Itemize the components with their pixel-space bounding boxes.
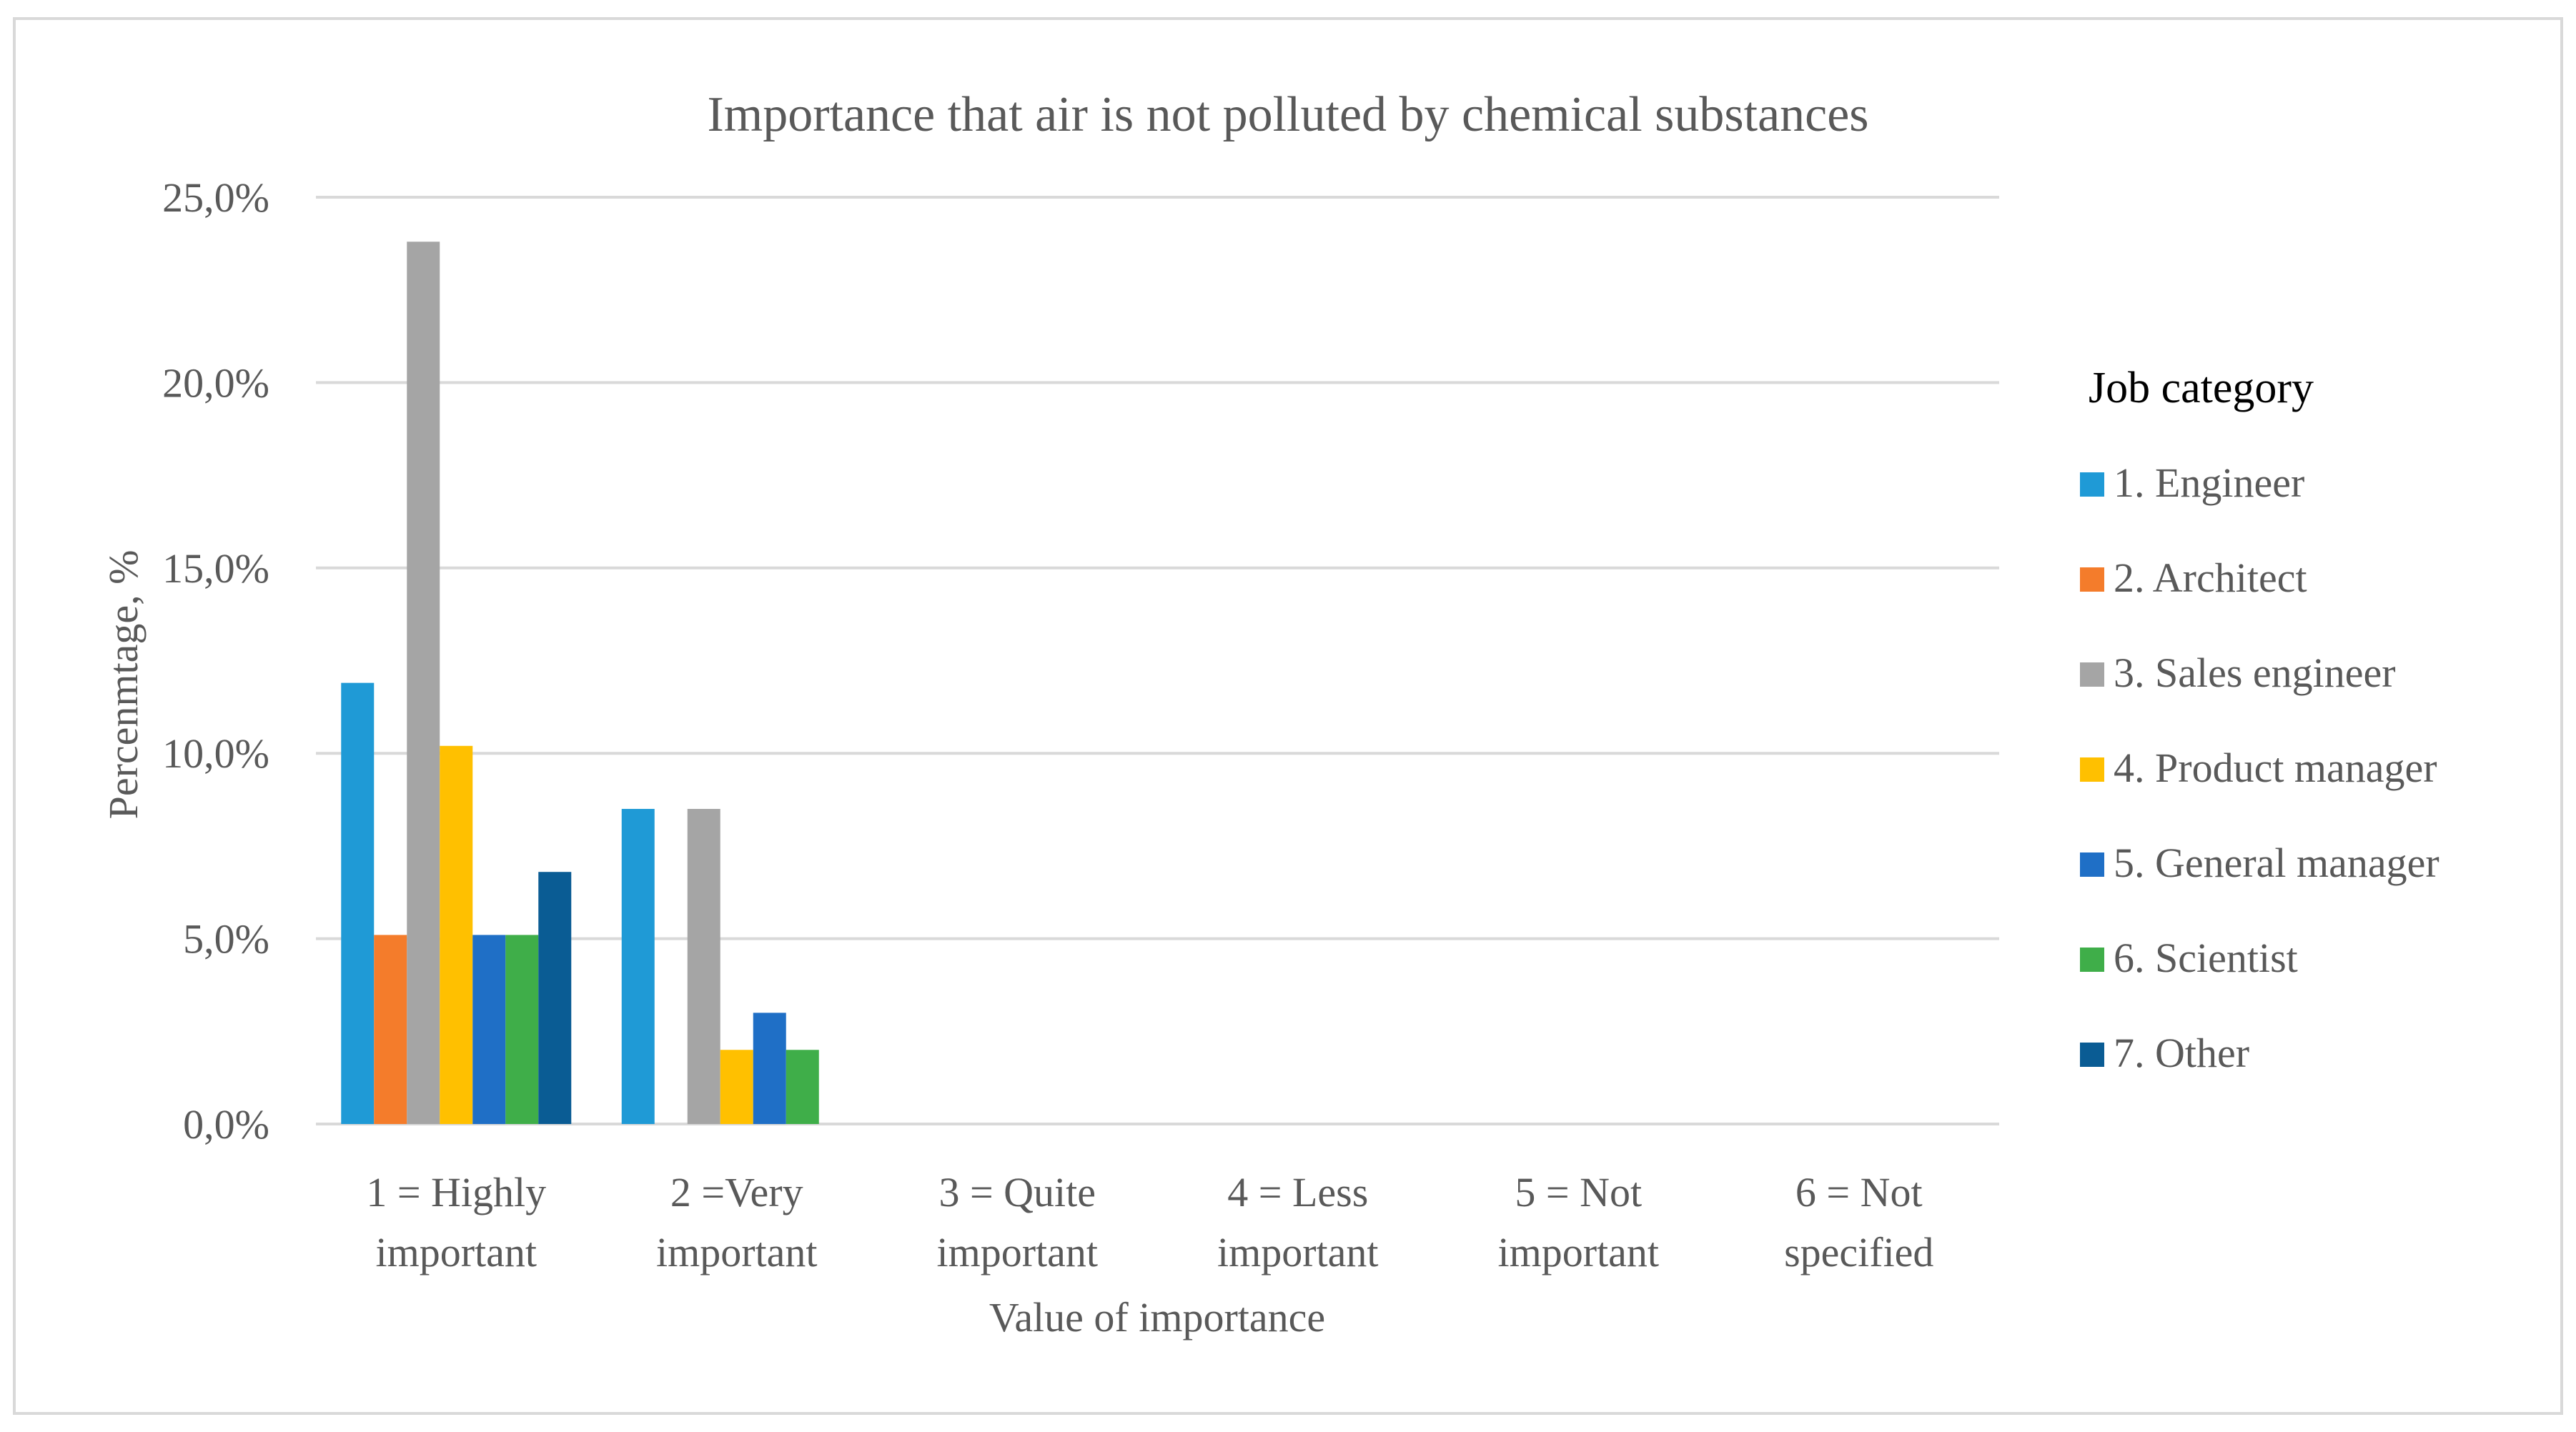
bar: [407, 242, 440, 1125]
legend: Job category 1. Engineer 2. Architect 3. S…: [2080, 364, 2439, 1076]
x-axis-title: Value of importance: [989, 1294, 1325, 1341]
x-tick-labels: 1 = Highly important 2 =Very important 3 = Q…: [366, 1169, 1933, 1276]
bars: [341, 242, 819, 1125]
legend-swatch: [2080, 472, 2104, 497]
y-tick-label: 25,0%: [162, 174, 269, 221]
chart-svg: Importance that air is not polluted by c…: [100, 87, 2439, 1341]
bar: [440, 745, 473, 1124]
bar: [472, 935, 506, 1124]
legend-label: 3. Sales engineer: [2114, 650, 2396, 696]
bar: [505, 935, 539, 1124]
y-tick-label: 15,0%: [162, 545, 269, 592]
x-tick-label: important: [1497, 1229, 1659, 1276]
legend-swatch: [2080, 757, 2104, 782]
y-axis-title: Percenmtage, %: [100, 550, 147, 820]
x-tick-label: important: [1217, 1229, 1379, 1276]
x-tick-label: 1 = Highly: [366, 1169, 546, 1215]
y-tick-labels: 0,0% 5,0% 10,0% 15,0% 20,0% 25,0%: [162, 174, 269, 1148]
y-tick-label: 0,0%: [183, 1101, 269, 1148]
legend-label: 4. Product manager: [2114, 745, 2437, 791]
legend-swatch: [2080, 1043, 2104, 1067]
bar: [753, 1013, 786, 1124]
bar: [621, 809, 655, 1124]
bar: [720, 1050, 753, 1124]
bar: [786, 1050, 819, 1124]
legend-swatch: [2080, 852, 2104, 877]
y-tick-label: 20,0%: [162, 359, 269, 406]
legend-label: 6. Scientist: [2114, 935, 2298, 981]
legend-swatch: [2080, 948, 2104, 972]
y-tick-label: 10,0%: [162, 730, 269, 777]
x-tick-label: 3 = Quite: [938, 1169, 1096, 1215]
legend-label: 2. Architect: [2114, 555, 2307, 601]
x-tick-label: important: [936, 1229, 1098, 1276]
gridlines: [316, 196, 1999, 1125]
bar: [341, 682, 375, 1124]
x-tick-label: 2 =Very: [670, 1169, 803, 1215]
legend-label: 1. Engineer: [2114, 459, 2304, 506]
y-tick-label: 5,0%: [183, 916, 269, 963]
chart-frame: Importance that air is not polluted by c…: [13, 17, 2563, 1415]
legend-title: Job category: [2089, 364, 2314, 412]
x-tick-label: important: [656, 1229, 818, 1276]
x-tick-label: important: [375, 1229, 537, 1276]
bar: [374, 935, 407, 1124]
x-tick-label: 5 = Not: [1515, 1169, 1642, 1215]
bar: [687, 809, 720, 1124]
legend-label: 7. Other: [2114, 1030, 2249, 1076]
legend-label: 5. General manager: [2114, 840, 2439, 886]
legend-swatch: [2080, 662, 2104, 687]
legend-swatch: [2080, 567, 2104, 592]
chart-title: Importance that air is not polluted by c…: [707, 87, 1868, 142]
bar: [538, 872, 572, 1124]
x-tick-label: 4 = Less: [1227, 1169, 1368, 1215]
x-tick-label: 6 = Not: [1795, 1169, 1923, 1215]
x-tick-label: specified: [1784, 1229, 1933, 1276]
